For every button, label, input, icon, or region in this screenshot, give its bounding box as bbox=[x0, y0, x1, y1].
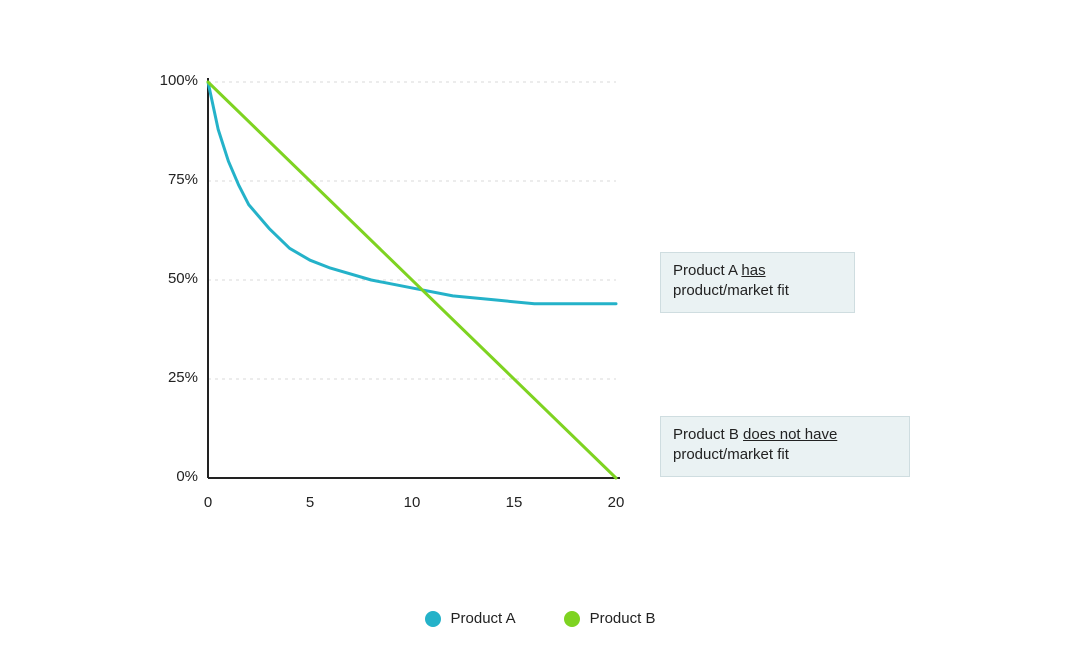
legend-swatch bbox=[564, 611, 580, 627]
x-tick-label: 15 bbox=[506, 494, 523, 511]
y-tick-label: 25% bbox=[148, 369, 198, 386]
x-tick-label: 0 bbox=[204, 494, 212, 511]
plot-area bbox=[0, 0, 1080, 656]
annotation-product-b: Product B does not have product/market f… bbox=[660, 416, 910, 477]
legend-item-product-b: Product B bbox=[564, 610, 656, 627]
y-tick-label: 75% bbox=[148, 171, 198, 188]
legend-swatch bbox=[425, 611, 441, 627]
x-tick-label: 20 bbox=[608, 494, 625, 511]
anno-underline: has bbox=[741, 262, 765, 279]
anno-text: Product B bbox=[673, 426, 743, 443]
retention-chart: Retention Curve Percentage of Users Retu… bbox=[0, 0, 1080, 656]
y-tick-label: 0% bbox=[148, 468, 198, 485]
anno-text: Product A bbox=[673, 262, 741, 279]
plot-svg bbox=[0, 0, 1080, 656]
legend-item-product-a: Product A bbox=[425, 610, 516, 627]
x-tick-label: 10 bbox=[404, 494, 421, 511]
x-tick-label: 5 bbox=[306, 494, 314, 511]
legend-label: Product A bbox=[451, 610, 516, 627]
legend-label: Product B bbox=[590, 610, 656, 627]
y-tick-label: 100% bbox=[148, 72, 198, 89]
anno-underline: does not have bbox=[743, 426, 837, 443]
anno-text: product/market fit bbox=[673, 446, 789, 463]
legend: Product A Product B bbox=[0, 610, 1080, 627]
y-tick-label: 50% bbox=[148, 270, 198, 287]
annotation-product-a: Product A has product/market fit bbox=[660, 252, 855, 313]
anno-text: product/market fit bbox=[673, 282, 789, 299]
